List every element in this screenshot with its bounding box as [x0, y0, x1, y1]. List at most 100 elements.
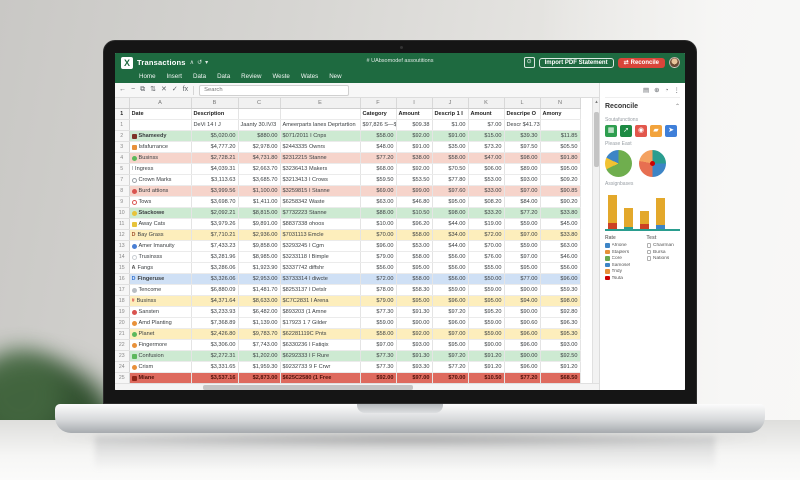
row-number[interactable]: 24 [115, 361, 130, 373]
checkbox[interactable] [646, 256, 651, 261]
vertical-scrollbar[interactable]: ▴ [592, 98, 599, 383]
row-number[interactable]: 9 [115, 196, 130, 208]
row-number[interactable]: 5 [115, 163, 130, 175]
row-number[interactable]: 15 [115, 262, 130, 274]
row-number[interactable]: 2 [115, 130, 130, 142]
row-number[interactable]: 14 [115, 251, 130, 263]
table-row[interactable]: 25 Miane $3,537.16 $2,873.00 $625C2580 (1 Fr… [115, 372, 581, 383]
row-number[interactable]: 23 [115, 350, 130, 362]
horizontal-scroll-thumb[interactable] [203, 385, 413, 390]
reconcile-button[interactable]: ⇄ Reconcile [617, 57, 665, 68]
checkbox[interactable] [646, 249, 651, 255]
table-row[interactable]: 10 Stackowe $2,092.21 $8,815.00 $7732223 Sta… [115, 207, 581, 219]
row-number[interactable]: 7 [115, 174, 130, 186]
camera-button[interactable]: ⊙ [523, 57, 535, 68]
row-number[interactable]: 1 [115, 108, 130, 120]
table-row[interactable]: 3 Isfafurrance $4,777.20 $2,978.00 $2443335 … [115, 141, 581, 153]
column-header-N[interactable]: N [540, 98, 581, 109]
flag-icon[interactable]: ▰ [650, 125, 662, 137]
row-number[interactable]: 25 [115, 372, 130, 383]
row-number[interactable]: 12 [115, 229, 130, 241]
row-number[interactable]: 20 [115, 317, 130, 329]
row-number[interactable]: 10 [115, 207, 130, 219]
row-number[interactable]: 3 [115, 141, 130, 153]
row-number[interactable]: 21 [115, 328, 130, 340]
column-header-B[interactable]: B [191, 98, 239, 109]
table-row[interactable]: 23 Confusion $2,272.31 $1,202.00 $6292333 I … [115, 350, 581, 362]
table-row[interactable]: 7 Crown Marks $3,113.63 $3,685.70 $3213413 I… [115, 174, 581, 186]
row-number[interactable]: 16 [115, 273, 130, 285]
table-row[interactable]: 9 Tows $3,698.70 $1,411.00 $6258342 Waste $63… [115, 196, 581, 208]
caret-icon[interactable]: ▾ [205, 59, 209, 66]
row-number[interactable]: 17 [115, 284, 130, 296]
minus-icon[interactable]: − [131, 86, 136, 93]
table-row[interactable]: 21 Planet $2,426.80 $9,783.70 $62281119C Pnt… [115, 328, 581, 340]
menu-tab-insert[interactable]: Insert [166, 73, 182, 80]
scroll-up-icon[interactable]: ▴ [595, 99, 598, 105]
table-row[interactable]: 17 Tencome $6,880.09 $1,481.70 $8253137 I De… [115, 284, 581, 296]
horizontal-scrollbar[interactable] [115, 382, 599, 390]
table-row[interactable]: 18 # Businss $4,371.64 $8,633.00 $C7C2831 I A… [115, 295, 581, 307]
kebab-icon[interactable]: ⋮ [673, 87, 681, 94]
column-header-J[interactable]: J [432, 98, 469, 109]
add-person-icon[interactable]: ⊕ [654, 87, 660, 94]
trend-icon[interactable]: ➚ [620, 125, 632, 137]
back-icon[interactable]: ← [119, 86, 126, 93]
row-number[interactable]: 22 [115, 339, 130, 351]
table-row[interactable]: 2 Shameedy $5,020.00 $880.00 $071/2011 I Cnp… [115, 130, 581, 142]
menu-tab-data[interactable]: Data [193, 73, 207, 80]
row-number[interactable]: 13 [115, 240, 130, 252]
row-number[interactable]: 11 [115, 218, 130, 230]
column-header-L[interactable]: L [504, 98, 541, 109]
row-number[interactable]: 8 [115, 185, 130, 197]
column-header-F[interactable]: F [360, 98, 397, 109]
paste-icon[interactable]: ⧉ [140, 86, 146, 93]
table-row[interactable]: 19 Sansten $3,233.93 $6,482.00 $893203 (1 Am… [115, 306, 581, 318]
vertical-scroll-thumb[interactable] [594, 112, 599, 167]
table-row[interactable]: 24 Crism $3,331.65 $1,959.30 $9232733 9 F Cr… [115, 361, 581, 373]
caret-icon[interactable]: ↺ [197, 59, 203, 66]
share-screen-icon[interactable]: ▤ [642, 87, 650, 94]
column-header-C[interactable]: C [238, 98, 281, 109]
confirm-icon[interactable]: ✓ [171, 86, 178, 93]
column-header-A[interactable]: A [129, 98, 192, 109]
fx-icon[interactable]: fx [182, 86, 189, 93]
menu-tab-data[interactable]: Data [217, 73, 231, 80]
search-input[interactable] [199, 84, 350, 96]
column-header-I[interactable]: I [396, 98, 433, 109]
table-row[interactable]: 5 I Ingress $4,039.31 $2,663.70 $3236413 Make… [115, 163, 581, 175]
table-row[interactable]: 4 Businss $2,728.21 $4,731.80 $2312215 Stann… [115, 152, 581, 164]
signal-icon[interactable]: ◉ [635, 125, 647, 137]
sort-icon[interactable]: ⇅ [150, 86, 156, 93]
table-row[interactable]: 15 A Fangs $3,286.06 $1,923.90 $3337742 diffs… [115, 262, 581, 274]
menu-tab-wates[interactable]: Wates [300, 73, 319, 80]
table-row[interactable]: 8 Burd attions $3,999.56 $1,100.00 $3259815 … [115, 185, 581, 197]
history-icon[interactable]: ◔ [664, 86, 669, 94]
row-number[interactable]: 4 [115, 152, 130, 164]
table-row[interactable]: 16 D Fingeruse $3,326.06 $2,953.00 $3733314 I… [115, 273, 581, 285]
select-all-corner[interactable] [115, 98, 130, 109]
table-row[interactable]: 22 Fingermore $3,306.00 $7,743.00 $6330236 I… [115, 339, 581, 351]
import-pdf-button[interactable]: Import PDF Statement [538, 57, 614, 68]
table-row[interactable]: 20 Amd Planting $7,368.89 $1,139.00 $17923 1… [115, 317, 581, 329]
menu-tab-new[interactable]: New [329, 73, 342, 80]
row-number[interactable]: 1 [115, 119, 130, 131]
caret-icon[interactable]: ∧ [189, 59, 195, 66]
avatar[interactable] [669, 57, 680, 68]
table-row[interactable]: 13 Amer Imanuity $7,433.23 $9,858.00 $329324… [115, 240, 581, 252]
row-number[interactable]: 19 [115, 306, 130, 318]
title-caret-icons[interactable]: ∧ ↺ ▾ [190, 58, 208, 68]
table-row[interactable]: 12 D Bay Grass $7,710.21 $2,936.00 $7031113 E… [115, 229, 581, 241]
table-row[interactable]: 1 DeVi 14 I J Jaanty 30.IV/3 Ameerparts lan… [115, 119, 581, 131]
collapse-chevron-icon[interactable]: ⌃ [674, 103, 680, 110]
table-icon[interactable]: ▦ [605, 125, 617, 137]
share-icon[interactable]: ➤ [665, 125, 677, 137]
checkbox[interactable] [646, 243, 651, 248]
table-row[interactable]: 14 Trusinsss $3,281.96 $8,985.00 $3233118 I … [115, 251, 581, 263]
menu-tab-review[interactable]: Review [241, 73, 262, 80]
column-header-E[interactable]: E [280, 98, 361, 109]
column-header-K[interactable]: K [468, 98, 505, 109]
cancel-icon[interactable]: ✕ [160, 86, 167, 93]
row-number[interactable]: 18 [115, 295, 130, 307]
